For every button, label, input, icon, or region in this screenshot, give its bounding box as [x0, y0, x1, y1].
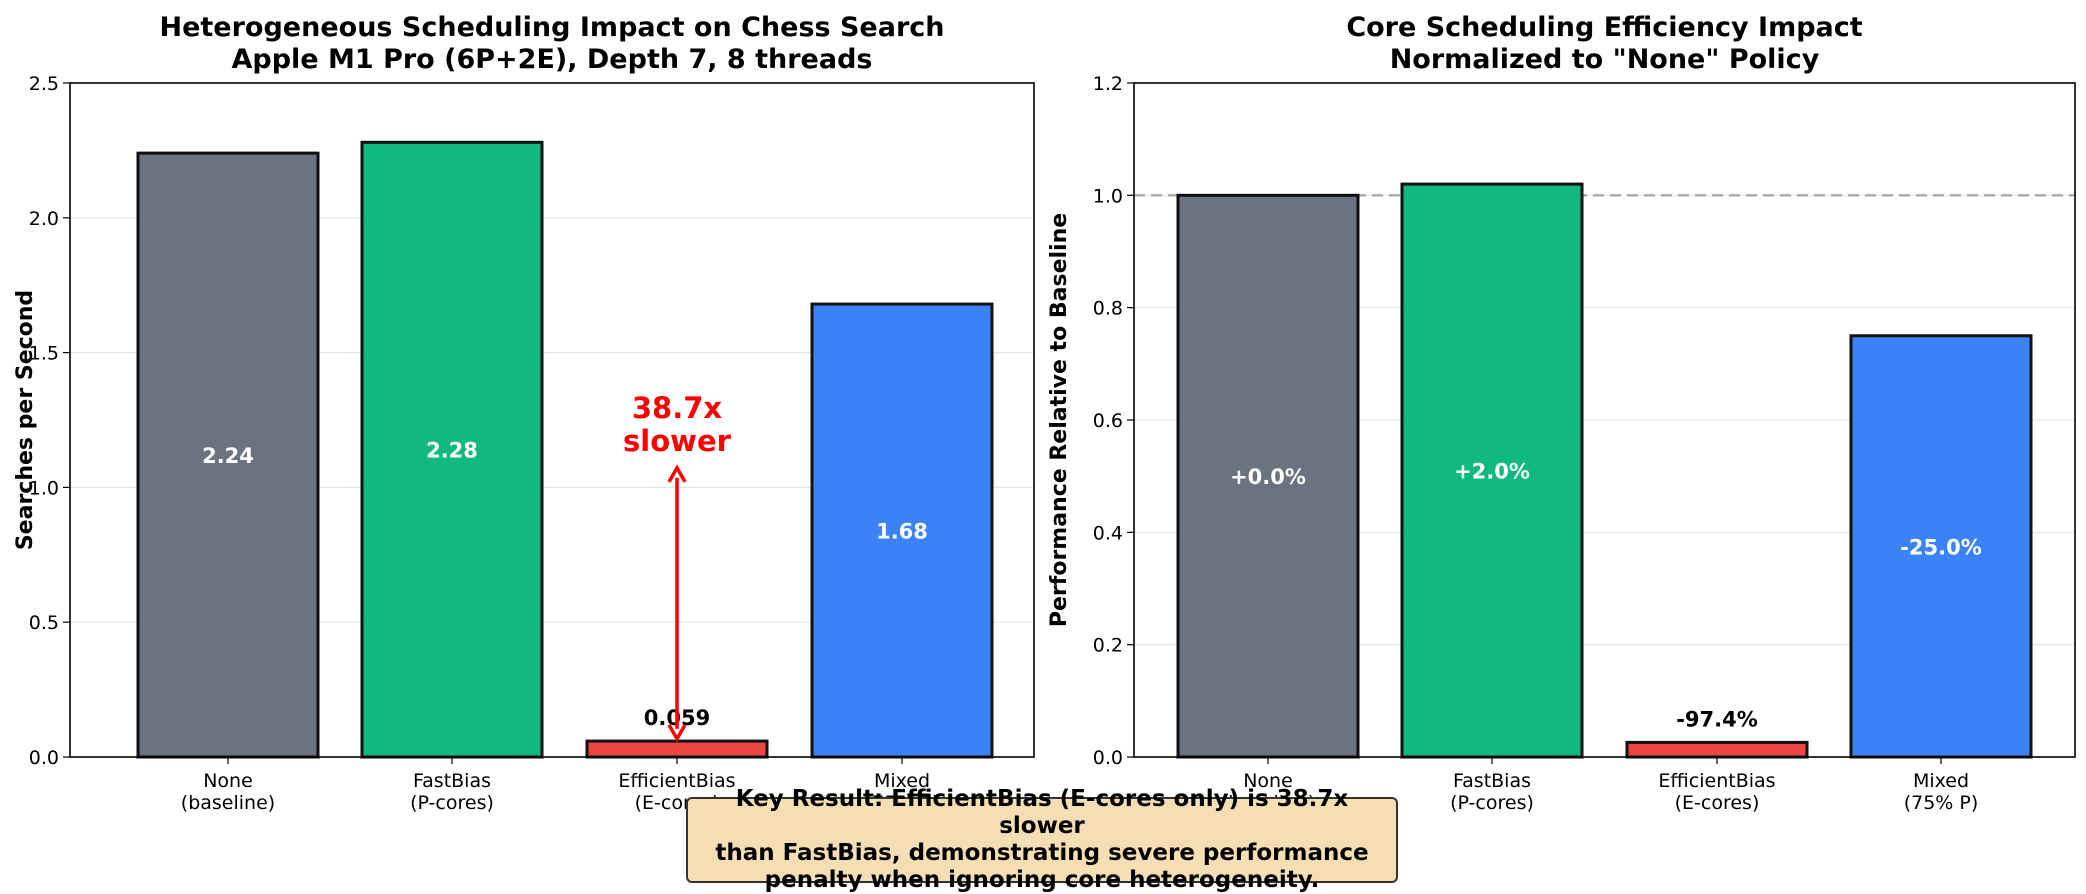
x-tick-label: Mixed(75% P) [1904, 770, 1979, 814]
y-tick-label: 1.5 [29, 343, 59, 365]
data-label: 2.24 [202, 444, 254, 468]
y-tick-label: 1.2 [1093, 73, 1123, 95]
data-label: +0.0% [1230, 465, 1306, 489]
y-tick-label: 1.0 [1093, 185, 1123, 207]
data-label: 2.28 [426, 439, 478, 463]
y-axis-label: Performance Relative to Baseline [1047, 213, 1072, 627]
bar-1 [1176, 193, 1360, 759]
chart-panel-2: 0.00.20.40.60.81.01.2None(baseline)FastB… [1047, 12, 2076, 814]
y-tick-label: 1.0 [29, 477, 59, 499]
y-tick-label: 0.2 [1093, 635, 1123, 657]
chart-panel-1: 0.0 0.5 1.0 1.5 2.0 2.5 None (baseline) FastBias… [13, 12, 1035, 814]
x-tick-label: None(baseline) [181, 770, 275, 814]
bar-4 [1849, 334, 2033, 759]
y-tick-label: 2.5 [29, 73, 59, 95]
y-tick-label: 0.0 [1093, 747, 1123, 769]
chart-title: Heterogeneous Scheduling Impact on Chess… [159, 12, 944, 75]
key-result-text: Key Result: EfficientBias (E-cores only)… [696, 786, 1388, 894]
y-tick-label: 0.8 [1093, 298, 1123, 320]
data-label: 1.68 [876, 520, 928, 544]
y-tick-label: 0.0 [29, 747, 59, 769]
x-tick-label: FastBias (P-cores) [410, 770, 494, 814]
annotation-arrow-head-down [667, 723, 687, 743]
key-result-line: Key Result: EfficientBias (E-cores only)… [735, 786, 1349, 839]
data-label: -25.0% [1900, 535, 1982, 559]
annotation-arrow-head-up [667, 464, 687, 483]
key-result-line: than FastBias, demonstrating severe perf… [715, 840, 1369, 866]
bar-3 [585, 739, 769, 759]
x-tick-label: EfficientBias (E-cores) [1658, 770, 1775, 814]
plot-frame [69, 82, 1035, 758]
bar-3 [1625, 740, 1809, 759]
bar-2 [1400, 182, 1584, 759]
plot-frame [1133, 82, 2076, 758]
y-axis-label: Searches per Second [13, 290, 38, 550]
key-result-callout: Key Result: EfficientBias (E-cores only)… [686, 786, 1398, 893]
chart-title: Core Scheduling Efficiency Impact Normali… [1346, 12, 1862, 75]
y-tick-label: 2.0 [29, 208, 59, 230]
key-result-line: penalty when ignoring core heterogeneity… [764, 867, 1320, 893]
y-tick-label: 0.5 [29, 612, 59, 634]
annotation-text: 38.7x slower [623, 391, 732, 458]
x-tick-label: FastBias (P-cores) [1450, 770, 1534, 814]
data-label: -97.4% [1676, 707, 1758, 731]
data-label: +2.0% [1454, 460, 1530, 484]
y-tick-label: 0.6 [1093, 410, 1123, 432]
y-tick-label: 0.4 [1093, 522, 1123, 544]
